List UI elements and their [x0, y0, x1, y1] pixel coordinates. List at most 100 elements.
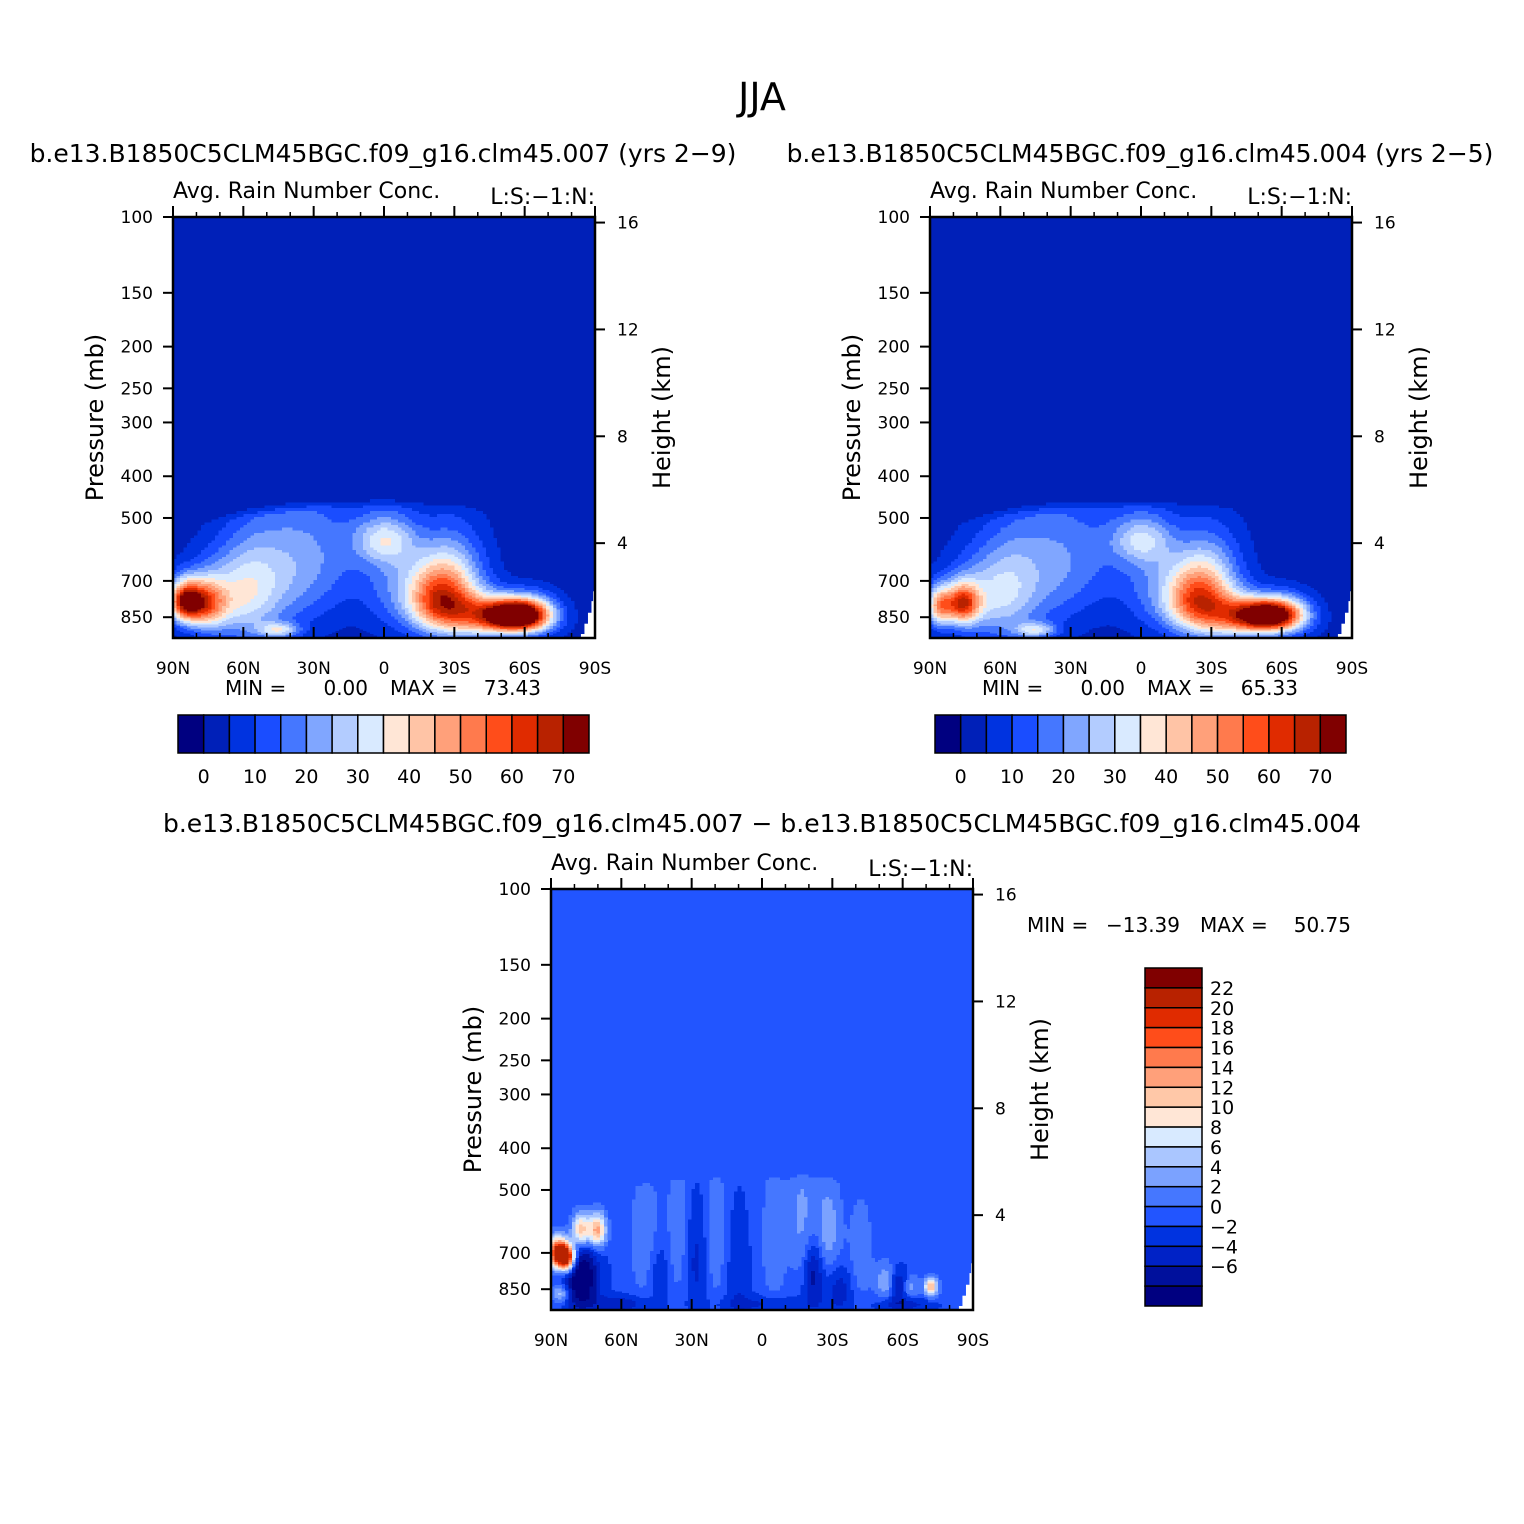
contour-cell	[187, 574, 192, 577]
contour-cell	[443, 532, 448, 537]
contour-cell	[274, 522, 280, 526]
contour-cell	[485, 565, 491, 569]
contour-cell	[187, 613, 192, 616]
contour-cell	[493, 559, 498, 562]
contour-cell	[500, 593, 505, 597]
contour-cell	[415, 550, 420, 553]
contour-cell	[341, 511, 346, 515]
contour-cell	[369, 537, 375, 541]
contour-cell	[352, 502, 357, 506]
contour-cell	[369, 578, 375, 581]
contour-cell	[257, 578, 262, 581]
contour-cell	[485, 584, 491, 587]
contour-cell	[345, 595, 350, 598]
contour-cell	[422, 565, 427, 569]
contour-cell	[236, 604, 241, 607]
contour-cell	[345, 591, 350, 595]
contour-cell	[433, 565, 438, 569]
contour-cell	[362, 595, 368, 598]
contour-cell	[475, 554, 480, 558]
contour-cell	[482, 554, 487, 558]
contour-cell	[257, 511, 262, 515]
contour-cell	[457, 554, 462, 558]
contour-cell	[408, 602, 413, 606]
contour-cell	[355, 563, 360, 567]
contour-cell	[415, 602, 420, 606]
contour-cell	[348, 522, 353, 526]
contour-cell	[545, 589, 550, 593]
contour-cell	[250, 563, 255, 567]
contour-cell	[366, 559, 371, 562]
contour-cell	[457, 609, 462, 612]
contour-cell	[190, 554, 195, 558]
contour-cell	[422, 537, 427, 541]
contour-cell	[391, 606, 396, 609]
contour-cell	[282, 527, 287, 531]
contour-cell	[236, 572, 241, 575]
contour-cell	[215, 597, 220, 600]
contour-cell	[380, 609, 385, 612]
contour-cell	[334, 593, 339, 597]
contour-cell	[398, 599, 403, 602]
contour-cell	[464, 576, 469, 579]
contour-cell	[327, 567, 332, 571]
contour-cell	[429, 550, 434, 553]
contour-cell	[503, 578, 508, 581]
contour-cell	[447, 527, 452, 531]
contour-cell	[545, 611, 550, 614]
contour-cell	[225, 589, 230, 593]
contour-cell	[313, 508, 318, 512]
contour-cell	[355, 578, 360, 581]
contour-cell	[239, 580, 244, 583]
contour-cell	[405, 545, 410, 549]
contour-cell	[306, 611, 311, 614]
contour-cell	[236, 616, 241, 619]
contour-cell	[257, 540, 262, 544]
contour-cell	[229, 609, 234, 612]
contour-cell	[232, 614, 237, 617]
contour-cell	[201, 602, 206, 606]
contour-cell	[183, 614, 188, 617]
contour-cell	[362, 532, 368, 537]
contour-cell	[450, 578, 455, 581]
contour-cell	[197, 530, 202, 534]
contour-cell	[327, 508, 332, 512]
contour-cell	[468, 578, 473, 581]
contour-cell	[243, 613, 248, 616]
contour-cell	[391, 513, 396, 518]
contour-cell	[412, 556, 417, 560]
contour-cell	[426, 547, 431, 551]
contour-cell	[352, 519, 357, 523]
contour-cell	[208, 613, 213, 616]
contour-cell	[440, 614, 445, 617]
contour-cell	[535, 586, 540, 589]
contour-cell	[267, 569, 273, 573]
contour-cell	[348, 511, 353, 515]
contour-cell	[310, 604, 315, 607]
contour-cell	[493, 604, 498, 607]
contour-cell	[208, 591, 213, 595]
contour-cell	[440, 589, 445, 593]
contour-cell	[173, 572, 178, 575]
contour-cell	[211, 550, 216, 553]
contour-cell	[369, 563, 375, 567]
contour-cell	[345, 554, 350, 558]
contour-cell	[415, 567, 420, 571]
contour-cell	[225, 580, 230, 583]
contour-cell	[373, 597, 378, 600]
contour-cell	[296, 614, 301, 617]
contour-cell	[461, 613, 466, 616]
contour-cell	[422, 513, 427, 518]
contour-cell	[387, 527, 392, 531]
contour-cell	[433, 595, 438, 598]
contour-cell	[352, 559, 357, 562]
contour-cell	[387, 584, 392, 587]
contour-cell	[355, 537, 360, 541]
contour-cell	[296, 522, 301, 526]
contour-cell	[239, 527, 244, 531]
contour-cell	[450, 582, 455, 585]
contour-cell	[292, 582, 297, 585]
contour-cell	[274, 505, 280, 509]
contour-cell	[478, 559, 484, 562]
contour-cell	[201, 616, 206, 619]
